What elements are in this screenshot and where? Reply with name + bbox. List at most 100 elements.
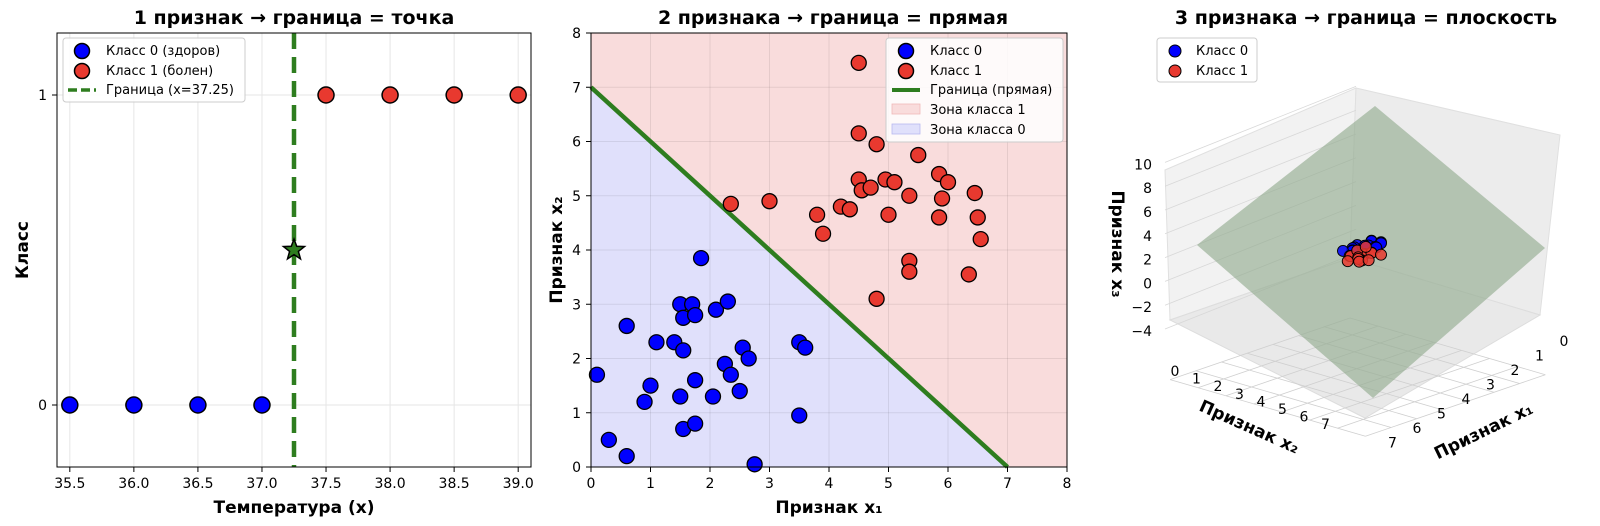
panel-3-z-tick-label: −2	[1131, 300, 1152, 316]
panel-2-point-class1	[862, 179, 879, 196]
panel-1-point-class1	[317, 86, 335, 104]
panel-2-y-axis-label: Признак x₂	[547, 196, 567, 303]
panel-2-point-class1	[930, 209, 948, 226]
panel-3-floor-gridline	[1309, 358, 1490, 421]
panel-2-point-class0	[791, 407, 808, 424]
panel-3-floor-gridline	[1337, 366, 1518, 429]
panel-2-y-tick-label: 1	[572, 406, 581, 422]
panel-2-x-ticks: 0 1 2 3 4 5 6 7 8	[587, 467, 1071, 492]
panel-1-x-tick-label: 36.5	[182, 476, 213, 492]
panel-2-y-tick-label: 5	[572, 189, 581, 205]
panel-2-legend-label-class1: Класс 1	[930, 64, 982, 79]
panel-1-title: 1 признак → граница = точка	[134, 7, 455, 29]
panel-2-y-tick-label: 6	[572, 135, 581, 151]
panel-3-floor-gridline	[1247, 352, 1443, 411]
panel-2-point-class1	[850, 54, 867, 71]
panel-2-point-class0	[719, 293, 736, 310]
panel-2-legend-box	[885, 37, 1064, 143]
panel-3-point-class1	[1359, 240, 1372, 253]
panel-2-legend-marker-class0	[897, 42, 915, 60]
panel-2-point-class0	[707, 301, 725, 318]
panel-3-x2-tick-label: 3	[1235, 387, 1244, 403]
panel-2-x-tick-label: 2	[706, 476, 715, 492]
panel-1-x-tick-label: 37.5	[310, 476, 341, 492]
panel-3-x1-tick-label: 4	[1462, 392, 1471, 408]
panel-3-x1-tick-label: 0	[1560, 334, 1569, 350]
panel-1-point-class1	[381, 86, 399, 104]
panel-3-x1-tick-label: 7	[1388, 436, 1397, 452]
panel-1-legend-marker-class0	[73, 42, 91, 60]
panel-3-x2-tick-label: 2	[1214, 379, 1223, 395]
panel-2-point-class0	[672, 388, 689, 405]
panel-2-point-class0	[618, 317, 635, 335]
panel-3-z-ticks: −4 −2 0 2 4 6 8 10	[1131, 157, 1152, 340]
panel-1: 1 признак → граница = точка 35.5 36.0 36.5…	[13, 7, 534, 518]
panel-2-boundary-line	[589, 85, 1010, 469]
panel-1-x-tick-label: 37.0	[246, 476, 277, 492]
panel-2-point-class1	[901, 263, 918, 280]
panel-2-point-class0	[636, 393, 653, 411]
panel-1-x-tick-label: 38.0	[374, 476, 405, 492]
panel-2-legend: Класс 0 Класс 1 Граница (прямая) Зона кл…	[885, 37, 1064, 143]
panel-3-legend: Класс 0 Класс 1	[1156, 37, 1258, 83]
panel-3-z-tick-label: 4	[1143, 229, 1152, 245]
panel-2-point-class0	[686, 372, 704, 389]
panel-3-point-class1	[1341, 255, 1354, 268]
panel-2-point-class1	[880, 206, 897, 223]
panel-2-legend-marker-zone1	[891, 103, 921, 115]
panel-2-point-class0	[722, 366, 739, 383]
panel-3-z-tick-label: 6	[1143, 205, 1152, 221]
panel-2-y-tick-label: 4	[572, 243, 581, 259]
panel-3-x1-tick-label: 6	[1413, 421, 1422, 437]
panel-3-point-class1	[1362, 254, 1375, 267]
panel-2-point-class0	[686, 306, 704, 324]
panel-2-point-class1	[969, 209, 986, 226]
panel-2-legend-label-boundary: Граница (прямая)	[930, 83, 1052, 98]
panel-3-legend-box	[1156, 37, 1258, 83]
panel-3-floor-gridline	[1195, 370, 1392, 428]
panel-2-x-tick-label: 6	[944, 476, 953, 492]
panel-3-x3-axis-label: Признак x₃	[1107, 190, 1127, 297]
panel-3-legend-label-class0: Класс 0	[1196, 44, 1248, 59]
panel-3-point-class1	[1375, 248, 1387, 261]
panel-3-floor-gridline	[1169, 379, 1366, 437]
panel-2-point-class0	[600, 431, 617, 449]
panel-2-x-tick-label: 5	[884, 476, 893, 492]
panel-1-boundary-star-marker	[281, 236, 307, 261]
panel-2-legend-label-class0: Класс 0	[930, 44, 982, 59]
panel-2-point-class1	[960, 266, 977, 283]
panel-2-legend-label-zone0: Зона класса 0	[930, 123, 1026, 138]
panel-2-legend-marker-class1	[897, 62, 915, 80]
panel-2-point-class1	[933, 190, 951, 207]
panel-2-point-class0	[704, 388, 722, 405]
panel-3-z-tick-label: 0	[1143, 276, 1152, 292]
panel-1-legend-label-class1: Класс 1 (болен)	[106, 64, 213, 79]
panel-1-y-axis-label: Класс	[13, 221, 33, 279]
panel-3-z-tick-label: 10	[1134, 157, 1152, 173]
panel-2-y-tick-label: 7	[572, 80, 581, 96]
panel-2-point-class1	[939, 174, 957, 191]
panel-2-point-class0	[618, 447, 635, 465]
panel-3-x2-tick-label: 6	[1300, 410, 1309, 426]
panel-2-points	[588, 54, 989, 473]
panel-1-legend-label-class0: Класс 0 (здоров)	[106, 44, 220, 59]
panel-1-point-class0	[189, 396, 207, 414]
panel-2-point-class1	[972, 230, 989, 248]
panel-1-point-class1	[509, 86, 527, 104]
panel-2-point-class1	[886, 174, 903, 191]
panel-2-point-class1	[850, 125, 867, 142]
panel-2-point-class1	[761, 193, 778, 210]
panel-2-x-tick-label: 7	[1003, 476, 1012, 492]
panel-1-point-class0	[125, 396, 143, 414]
panel-3-wall-gridline	[1164, 86, 1357, 163]
panel-3-wall-gridline	[1164, 109, 1357, 187]
panel-2-point-class1	[966, 184, 983, 202]
panel-1-legend-marker-class1	[73, 62, 91, 80]
panel-2-point-class0	[731, 382, 748, 400]
panel-3-x2-tick-label: 5	[1278, 402, 1287, 418]
panel-2-point-class0	[642, 377, 659, 394]
panel-1-point-class0	[253, 396, 271, 414]
